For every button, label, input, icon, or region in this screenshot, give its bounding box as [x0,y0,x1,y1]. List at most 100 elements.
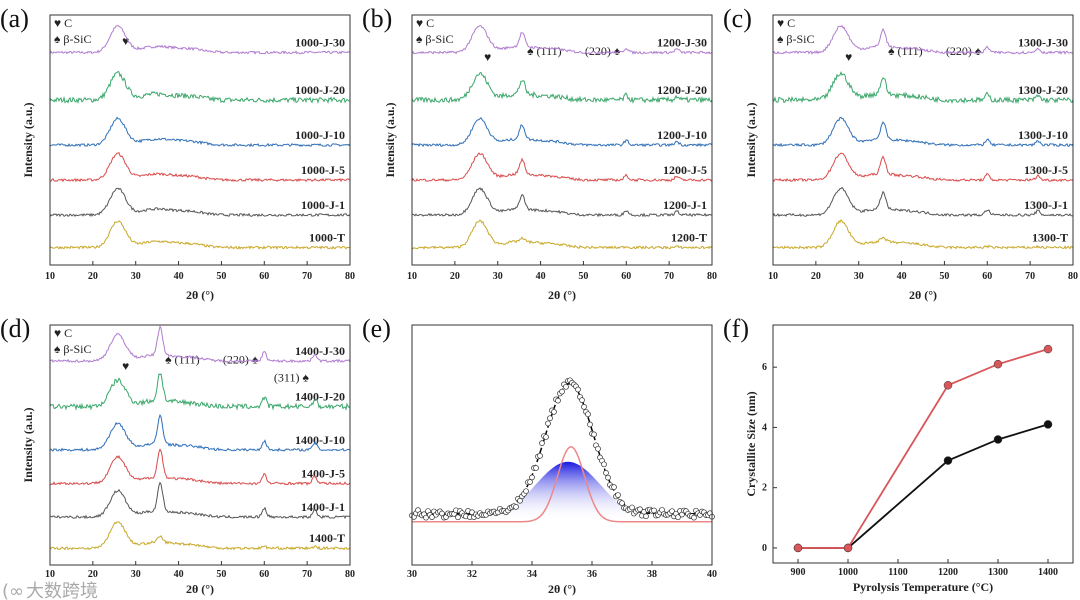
series-line-black [798,423,1049,549]
x-tick-label: 40 [174,271,184,282]
peak-annotation: (220) ♠ [223,352,259,366]
x-axis-label: Pyrolysis Temperature (°C) [853,580,993,594]
data-point [603,470,609,476]
data-point-black [943,456,953,465]
data-point [527,479,533,485]
x-tick-label: 1100 [888,567,907,578]
y-axis-label: Intensity (a.u.) [744,102,758,177]
legend-c: ♥ C [416,16,434,30]
data-point [643,513,649,520]
heart-marker: ♥ [484,50,491,64]
data-point-red [793,543,803,553]
series-label: 1000-J-30 [295,36,345,50]
series-label: 1300-T [1032,231,1068,245]
data-point-red [943,381,953,390]
series-line [411,117,713,148]
x-tick-label: 60 [982,271,992,282]
panel-label: (d) [0,314,30,343]
data-point [547,415,553,422]
series-label: 1200-J-1 [663,198,707,212]
heart-marker: ♥ [845,50,852,64]
plot-frame [49,14,351,266]
series-line [49,151,351,183]
data-point-black [993,435,1003,444]
x-tick-label: 1300 [988,567,1008,578]
series-line [772,219,1074,250]
y-tick-label: 2 [762,483,767,494]
series-label: 1400-J-5 [301,466,345,480]
peak-annotation: ♠ (111) [527,44,561,58]
data-point [533,465,539,471]
series-label: 1200-J-30 [657,36,707,50]
series-label: 1400-J-10 [295,433,345,447]
x-tick-label: 60 [259,271,269,282]
series-label: 1000-J-1 [301,198,345,212]
x-tick-label: 30 [854,271,864,282]
data-point [563,383,569,390]
panel-label: (b) [362,4,392,33]
series-label: 1300-J-20 [1018,83,1068,97]
series-line [49,521,351,551]
crystallite-series-group [793,344,1053,553]
y-tick-label: 0 [762,543,767,554]
data-point [605,474,611,481]
series-line [772,25,1074,55]
series-line [772,186,1073,218]
series-line [411,25,713,55]
x-tick-label: 20 [88,271,98,282]
series-label: 1400-T [309,531,345,545]
series-line [411,152,713,183]
x-tick-label: 10 [407,271,417,282]
data-point [611,484,617,490]
x-tick-label: 10 [768,271,778,282]
series-line [772,71,1074,105]
x-axis-label: 2θ (°) [548,288,576,302]
data-point [669,508,675,515]
x-tick-label: 70 [302,569,312,580]
x-tick-label: 20 [88,569,98,580]
data-point [651,507,657,514]
watermark: 大数跨境 [26,581,98,600]
series-line [49,220,350,250]
x-tick-label: 20 [450,271,460,282]
legend-sic: ♠ β-SiC [777,32,815,46]
x-tick-label: 60 [259,569,269,580]
panel-label: (e) [362,314,391,343]
data-point [429,514,435,521]
data-point-black [1043,420,1053,429]
plot-frame [772,324,1074,564]
peak-annotation: (311) ♠ [274,370,310,384]
x-tick-label: 10 [45,569,55,580]
series-label: 1200-J-20 [657,83,707,97]
y-axis-label: Crystallite Size (nm) [744,391,758,496]
data-point [545,420,551,427]
panel-label: (a) [0,4,29,33]
series-label: 1200-J-5 [663,163,707,177]
series-label: 1400-J-1 [301,500,345,514]
data-point [579,397,585,403]
legend-c: ♥ C [777,16,795,30]
series-label: 1300-J-30 [1018,36,1068,50]
legend-c: ♥ C [54,326,72,340]
x-tick-label: 80 [1068,271,1078,282]
data-point-red [1043,344,1053,354]
narrow-peak-line [412,446,712,523]
peak-annotation: (220) ♠ [946,44,982,58]
data-point [601,461,607,468]
x-axis-label: 2θ (°) [548,582,576,596]
series-line [411,71,713,104]
heart-marker: ♥ [122,359,129,373]
data-point [629,504,635,511]
legend-c: ♥ C [54,16,72,30]
x-tick-label: 40 [536,271,546,282]
data-point-red [843,543,853,553]
data-point [587,421,593,428]
data-point [455,514,461,521]
data-point [539,440,545,446]
y-tick-label: 6 [762,362,767,373]
x-tick-label: 80 [345,569,355,580]
x-tick-label: 40 [707,569,717,580]
plot-frame [411,324,713,566]
legend-sic: ♠ β-SiC [54,342,92,356]
x-tick-label: 80 [345,271,355,282]
